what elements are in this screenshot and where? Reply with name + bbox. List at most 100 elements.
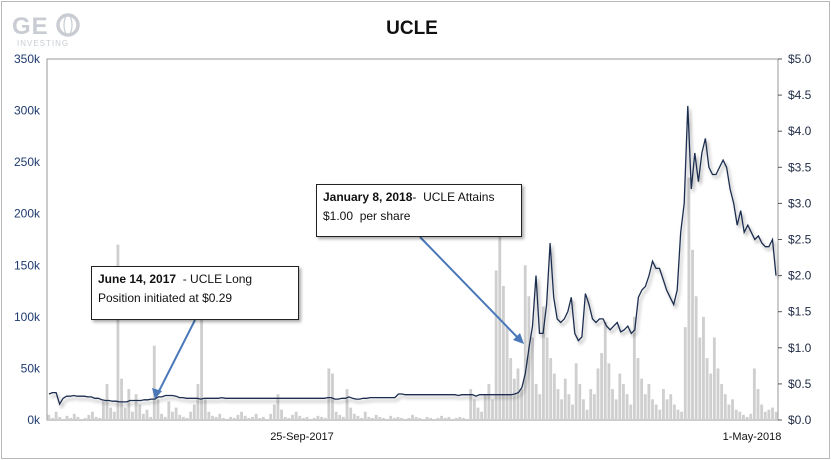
volume-bar (640, 378, 644, 420)
volume-bar (320, 416, 323, 420)
volume-bar (229, 416, 233, 420)
volume-bar (392, 417, 396, 420)
annotation-june-line2: Position initiated at $0.29 (98, 291, 233, 305)
volume-bar (265, 418, 269, 420)
volume-bar (702, 316, 705, 420)
right-tick-label: $0.5 (788, 377, 812, 391)
volume-bar (462, 417, 465, 420)
price-line-group (48, 105, 777, 406)
volume-bar (494, 270, 498, 420)
volume-bar (243, 415, 247, 420)
volume-bar (167, 401, 171, 420)
annotation-arrows (152, 236, 524, 399)
volume-bar (716, 368, 720, 420)
volume-bar (600, 352, 604, 420)
volume-bar (301, 417, 305, 420)
volume-bar (469, 389, 473, 420)
volume-bar (374, 414, 378, 420)
volume-bars (47, 177, 778, 420)
volume-bar (712, 337, 716, 420)
volume-bar (131, 411, 134, 420)
volume-bar (636, 358, 640, 420)
volume-bar (101, 401, 105, 420)
volume-bar (276, 394, 280, 420)
annotation-january-line1: January 8, 2018- UCLE Attains (323, 188, 515, 207)
volume-bar (672, 404, 676, 420)
volume-bar (738, 411, 742, 420)
volume-bar (360, 417, 364, 420)
volume-bar (774, 411, 778, 420)
volume-bar (542, 306, 545, 420)
plot-area (46, 58, 779, 421)
volume-bar (705, 358, 709, 420)
right-tick-label: $1.0 (788, 341, 812, 355)
right-tick-label: $4.5 (788, 88, 812, 102)
logo-globe-icon (56, 13, 80, 37)
chart-title: UCLE (386, 18, 438, 39)
volume-bar (472, 399, 476, 420)
volume-bar (589, 389, 593, 420)
volume-bar (734, 409, 738, 420)
volume-bar (174, 407, 178, 420)
x-tick-label: 25-Sep-2017 (270, 431, 334, 443)
volume-bar (236, 414, 240, 420)
annotation-arrow-june (156, 319, 196, 396)
volume-bar (538, 394, 542, 420)
volume-bar (618, 373, 622, 420)
volume-bar (578, 383, 582, 420)
volume-bar (451, 418, 454, 420)
volume-bar (429, 417, 433, 420)
x-axis-ticks: 25-Sep-2017 1-May-2018 (270, 431, 781, 443)
volume-bar (331, 373, 334, 420)
volume-bar (669, 394, 673, 420)
left-tick-label: 150k (14, 258, 41, 272)
left-tick-label: 300k (14, 104, 41, 118)
volume-bar (91, 411, 94, 420)
volume-bar (181, 416, 185, 420)
volume-bar (61, 418, 65, 420)
volume-bar (723, 394, 727, 420)
annotation-june-line1: June 14, 2017 - UCLE Long (98, 270, 292, 289)
right-tick-label: $3.5 (788, 160, 812, 174)
annotation-june-14: June 14, 2017 - UCLE Long Position initi… (91, 266, 299, 320)
volume-bar (69, 417, 73, 420)
volume-bar (629, 404, 633, 420)
right-tick-label: $1.5 (788, 305, 812, 319)
volume-bar (523, 265, 527, 420)
volume-bar (512, 378, 516, 420)
volume-bar (396, 416, 400, 420)
volume-bar (432, 418, 436, 420)
volume-bar (483, 394, 487, 420)
volume-bar (745, 416, 749, 420)
volume-bar (112, 411, 116, 420)
volume-bar (371, 417, 374, 420)
volume-bar (607, 363, 611, 420)
volume-bar (749, 413, 753, 420)
right-tick-label: $3.0 (788, 196, 812, 210)
volume-bar (323, 417, 327, 420)
volume-bar (240, 411, 243, 420)
volume-bar (425, 416, 429, 420)
volume-bar (65, 415, 69, 420)
volume-bar (709, 373, 713, 420)
volume-bar (367, 416, 371, 420)
volume-bar (189, 411, 193, 420)
geo-investing-logo: GE INVESTING (12, 13, 80, 48)
right-tick-label: $0.0 (788, 413, 812, 427)
volume-bar (665, 399, 669, 420)
volume-bar (145, 409, 149, 420)
volume-bar (647, 383, 651, 420)
volume-bar (378, 416, 382, 420)
volume-bar (232, 417, 236, 420)
volume-bar (134, 394, 138, 420)
volume-bar (294, 411, 298, 420)
volume-bar (694, 296, 698, 420)
volume-bar (418, 417, 422, 420)
volume-bar (447, 416, 451, 420)
volume-bar (440, 415, 444, 420)
volume-bar (363, 411, 367, 420)
volume-bar (352, 413, 356, 420)
volume-bar (160, 413, 163, 420)
